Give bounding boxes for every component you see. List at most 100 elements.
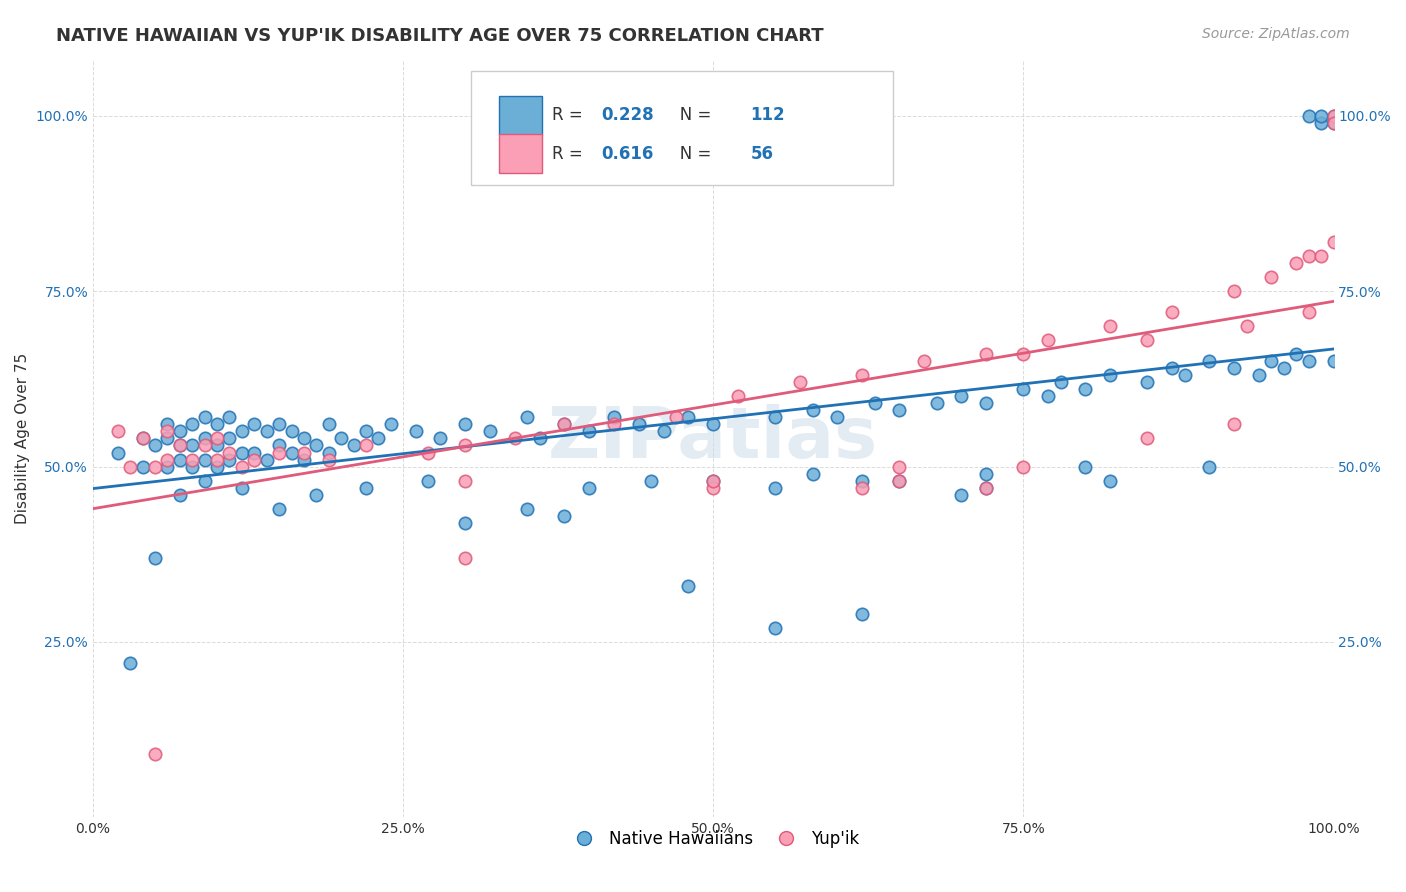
Text: R =: R = bbox=[553, 145, 588, 163]
Text: 0.616: 0.616 bbox=[602, 145, 654, 163]
Point bbox=[231, 481, 253, 495]
Point bbox=[292, 445, 315, 459]
Point bbox=[1272, 361, 1295, 376]
Point bbox=[553, 508, 575, 523]
Point bbox=[851, 481, 873, 495]
Point bbox=[974, 347, 997, 361]
Point bbox=[143, 459, 166, 474]
Point bbox=[702, 474, 724, 488]
Point bbox=[218, 445, 240, 459]
Point bbox=[801, 467, 824, 481]
Point bbox=[218, 410, 240, 425]
Point bbox=[243, 445, 266, 459]
Point bbox=[218, 452, 240, 467]
Point bbox=[974, 467, 997, 481]
Point bbox=[243, 452, 266, 467]
Point bbox=[156, 417, 179, 432]
Point bbox=[120, 459, 142, 474]
Point bbox=[305, 438, 328, 452]
Point bbox=[578, 481, 600, 495]
Point bbox=[169, 438, 191, 452]
Point bbox=[950, 487, 973, 501]
Point bbox=[1298, 249, 1320, 263]
Point bbox=[678, 410, 700, 425]
Point bbox=[925, 396, 948, 410]
Point bbox=[702, 417, 724, 432]
Point bbox=[863, 396, 886, 410]
Point bbox=[280, 425, 302, 439]
Point bbox=[1038, 333, 1060, 347]
Point bbox=[1049, 376, 1071, 390]
Point bbox=[205, 417, 228, 432]
Point bbox=[1223, 284, 1246, 298]
Point bbox=[454, 474, 477, 488]
Point bbox=[156, 432, 179, 446]
Point bbox=[1161, 305, 1184, 319]
Point bbox=[1012, 347, 1035, 361]
Point bbox=[354, 481, 377, 495]
Point bbox=[678, 579, 700, 593]
Point bbox=[516, 501, 538, 516]
Point bbox=[169, 425, 191, 439]
Point bbox=[194, 432, 217, 446]
Point bbox=[1161, 361, 1184, 376]
Point bbox=[1074, 383, 1097, 397]
Point bbox=[280, 445, 302, 459]
Point bbox=[827, 410, 849, 425]
Point bbox=[1099, 319, 1122, 334]
Text: ZIPatlas: ZIPatlas bbox=[548, 404, 879, 473]
Point bbox=[205, 452, 228, 467]
Point bbox=[256, 425, 278, 439]
Point bbox=[143, 438, 166, 452]
Point bbox=[763, 410, 786, 425]
Point bbox=[1322, 116, 1344, 130]
Point bbox=[1298, 305, 1320, 319]
Point bbox=[156, 425, 179, 439]
Point bbox=[342, 438, 364, 452]
Point bbox=[1298, 354, 1320, 368]
Point bbox=[318, 452, 340, 467]
Point bbox=[231, 445, 253, 459]
Point bbox=[131, 459, 153, 474]
Point bbox=[292, 432, 315, 446]
FancyBboxPatch shape bbox=[499, 96, 543, 136]
Point bbox=[889, 459, 911, 474]
Point bbox=[950, 389, 973, 403]
Point bbox=[131, 432, 153, 446]
Point bbox=[256, 452, 278, 467]
Text: N =: N = bbox=[664, 145, 716, 163]
Point bbox=[454, 438, 477, 452]
Point bbox=[156, 459, 179, 474]
Text: Source: ZipAtlas.com: Source: ZipAtlas.com bbox=[1202, 27, 1350, 41]
Point bbox=[231, 425, 253, 439]
Text: NATIVE HAWAIIAN VS YUP'IK DISABILITY AGE OVER 75 CORRELATION CHART: NATIVE HAWAIIAN VS YUP'IK DISABILITY AGE… bbox=[56, 27, 824, 45]
Point bbox=[405, 425, 427, 439]
Point bbox=[1260, 354, 1282, 368]
Point bbox=[974, 481, 997, 495]
Text: 0.228: 0.228 bbox=[602, 106, 654, 124]
FancyBboxPatch shape bbox=[471, 71, 893, 185]
Text: N =: N = bbox=[664, 106, 716, 124]
Point bbox=[181, 459, 204, 474]
Point bbox=[851, 474, 873, 488]
Point bbox=[143, 550, 166, 565]
Point bbox=[801, 403, 824, 417]
Point bbox=[305, 487, 328, 501]
Point bbox=[974, 396, 997, 410]
Point bbox=[1285, 256, 1308, 270]
Point bbox=[627, 417, 650, 432]
Point bbox=[194, 452, 217, 467]
Y-axis label: Disability Age Over 75: Disability Age Over 75 bbox=[15, 353, 30, 524]
Text: 112: 112 bbox=[751, 106, 785, 124]
Point bbox=[120, 656, 142, 670]
Text: R =: R = bbox=[553, 106, 588, 124]
Point bbox=[851, 607, 873, 621]
Point bbox=[1322, 235, 1344, 249]
Point bbox=[1136, 432, 1159, 446]
Point bbox=[1223, 361, 1246, 376]
Point bbox=[553, 417, 575, 432]
Point bbox=[1198, 459, 1220, 474]
Point bbox=[1198, 354, 1220, 368]
Point bbox=[640, 474, 662, 488]
Point bbox=[367, 432, 389, 446]
